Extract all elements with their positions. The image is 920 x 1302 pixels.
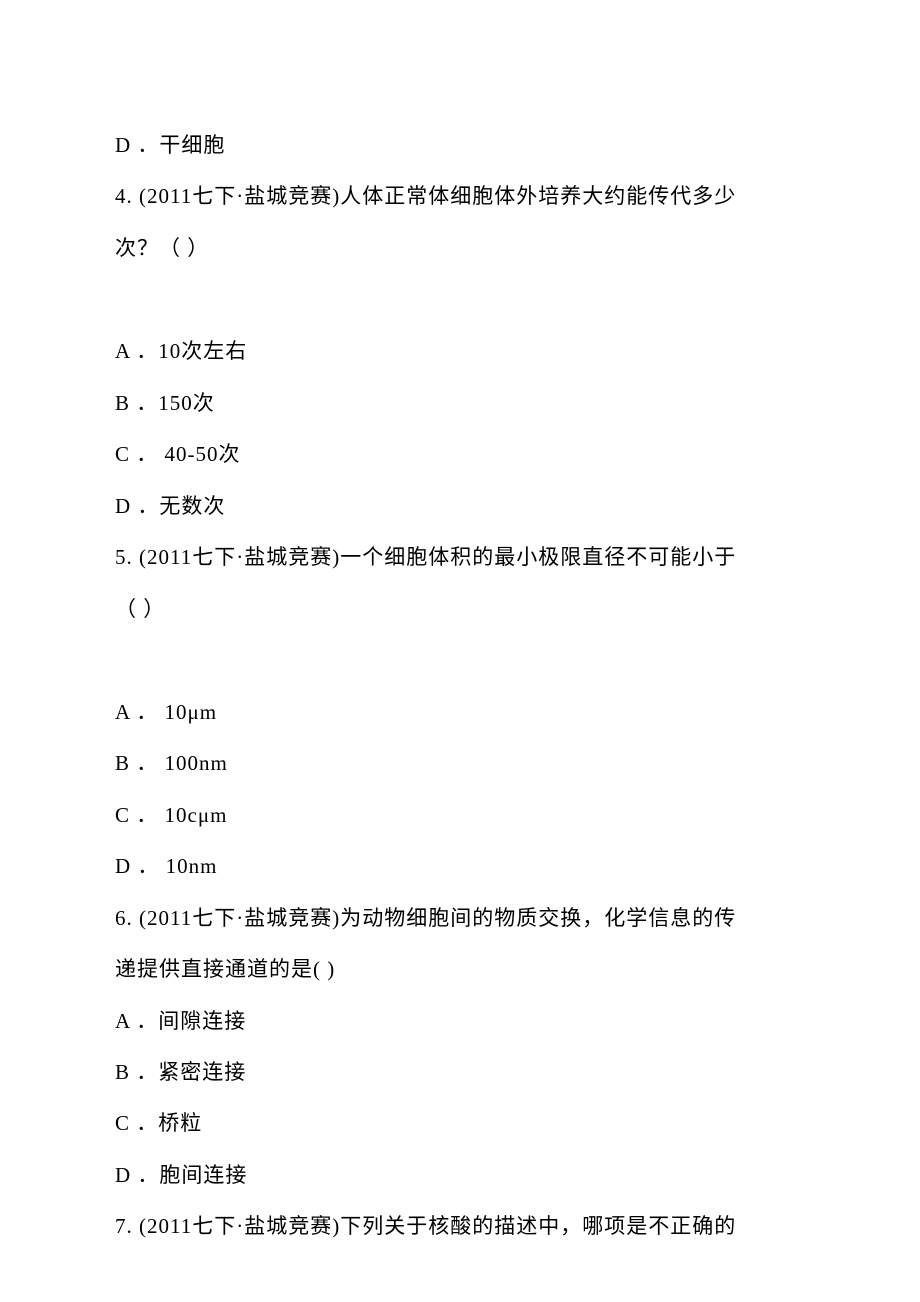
option-text: C ． 10cμm: [115, 790, 805, 841]
option-text: C ． 40-50次: [115, 429, 805, 480]
option-text: A ． 10μm: [115, 687, 805, 738]
spacer: [115, 635, 805, 687]
question-text: 递提供直接通道的是( ): [115, 944, 805, 995]
spacer: [115, 274, 805, 326]
option-text: B ．紧密连接: [115, 1047, 805, 1098]
option-text: B ．150次: [115, 378, 805, 429]
question-text: 7. (2011七下·盐城竞赛)下列关于核酸的描述中，哪项是不正确的: [115, 1201, 805, 1252]
question-text: 5. (2011七下·盐城竞赛)一个细胞体积的最小极限直径不可能小于: [115, 532, 805, 583]
option-text: D ． 10nm: [115, 841, 805, 892]
question-text: （ ）: [115, 584, 805, 635]
option-text: B ． 100nm: [115, 738, 805, 789]
question-text: 6. (2011七下·盐城竞赛)为动物细胞间的物质交换，化学信息的传: [115, 893, 805, 944]
question-text: 4. (2011七下·盐城竞赛)人体正常体细胞体外培养大约能传代多少: [115, 171, 805, 222]
option-text: C ．桥粒: [115, 1098, 805, 1149]
option-text: A ．10次左右: [115, 326, 805, 377]
option-text: D ．无数次: [115, 481, 805, 532]
option-text: D ．胞间连接: [115, 1150, 805, 1201]
option-text: D ．干细胞: [115, 120, 805, 171]
question-text: 次？（ ）: [115, 223, 805, 274]
option-text: A ．间隙连接: [115, 996, 805, 1047]
